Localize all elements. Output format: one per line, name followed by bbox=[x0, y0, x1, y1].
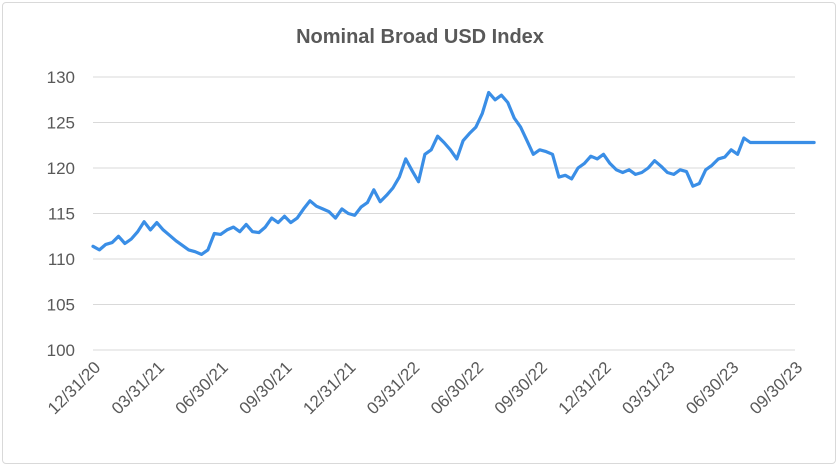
y-axis-ticks: 100 105 110 115 120 125 130 bbox=[47, 68, 75, 360]
x-tick-label: 03/31/23 bbox=[618, 358, 678, 418]
chart-title: Nominal Broad USD Index bbox=[296, 26, 544, 48]
x-axis-ticks: 12/31/20 03/31/21 06/30/21 09/30/21 12/31/21… bbox=[44, 358, 806, 418]
x-tick-label: 12/31/22 bbox=[555, 358, 615, 418]
x-tick-label: 03/31/22 bbox=[363, 358, 423, 418]
x-tick-label: 03/31/21 bbox=[108, 358, 168, 418]
y-tick-label: 130 bbox=[47, 68, 75, 87]
x-tick-label: 06/30/22 bbox=[427, 358, 487, 418]
x-tick-label: 09/30/22 bbox=[491, 358, 551, 418]
series-line bbox=[91, 90, 816, 256]
y-tick-label: 115 bbox=[48, 205, 75, 224]
y-tick-label: 125 bbox=[47, 114, 75, 133]
y-tick-label: 105 bbox=[47, 296, 75, 315]
x-tick-label: 12/31/20 bbox=[44, 358, 104, 418]
y-tick-label: 100 bbox=[47, 341, 75, 360]
y-tick-label: 110 bbox=[48, 250, 75, 269]
series-layer bbox=[91, 90, 816, 256]
gridlines bbox=[93, 76, 795, 351]
x-tick-label: 09/30/23 bbox=[746, 358, 806, 418]
x-tick-label: 06/30/23 bbox=[682, 358, 742, 418]
y-tick-label: 120 bbox=[47, 159, 75, 178]
x-tick-label: 06/30/21 bbox=[172, 358, 232, 418]
x-tick-label: 09/30/21 bbox=[236, 358, 296, 418]
x-tick-label: 12/31/21 bbox=[299, 358, 359, 418]
